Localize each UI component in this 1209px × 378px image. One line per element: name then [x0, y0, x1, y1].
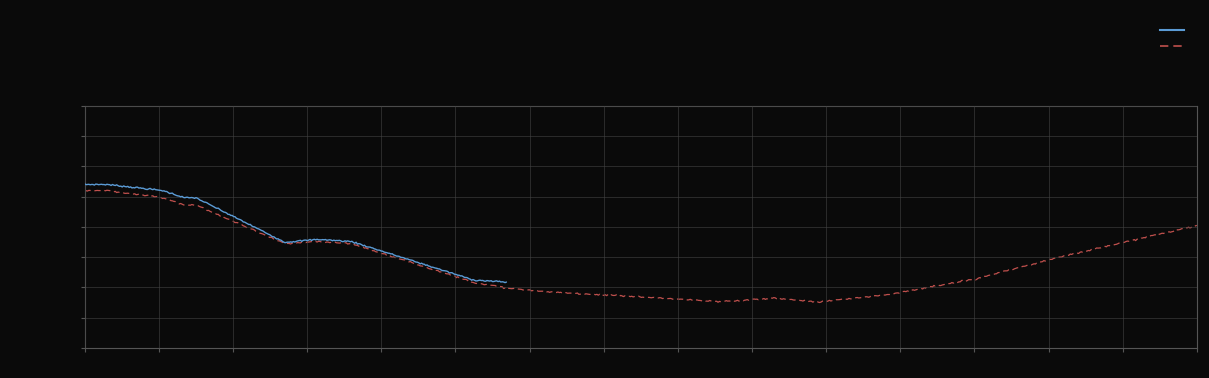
Legend: , : , — [1159, 26, 1192, 52]
